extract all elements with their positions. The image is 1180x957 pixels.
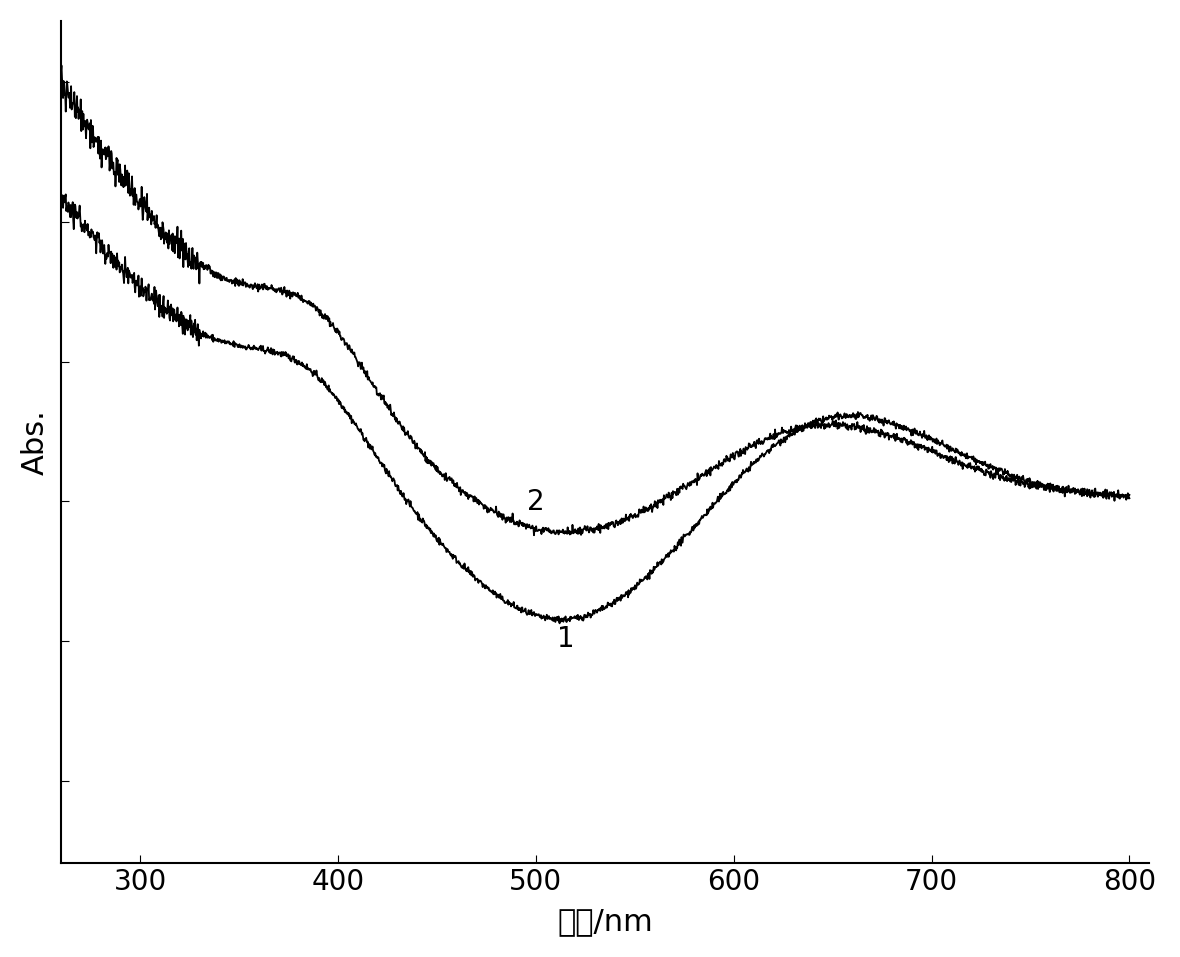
X-axis label: 波长/nm: 波长/nm <box>557 907 653 936</box>
Text: 1: 1 <box>557 625 575 653</box>
Y-axis label: Abs.: Abs. <box>21 410 50 475</box>
Text: 2: 2 <box>527 488 545 516</box>
